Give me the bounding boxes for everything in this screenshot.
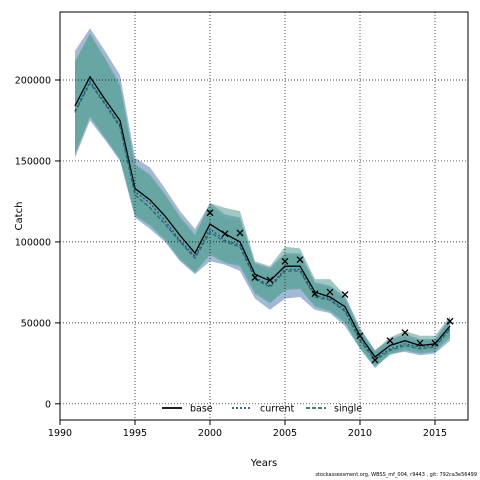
- observed-marker-2010: [356, 332, 364, 340]
- legend-label-single: single: [334, 404, 362, 415]
- x-tick-label-1995: 1995: [123, 428, 147, 439]
- observed-marker-2011: [371, 356, 379, 364]
- observed-marker-2005: [281, 257, 289, 265]
- observed-marker-2014: [416, 339, 424, 347]
- grid-lines: [59, 12, 468, 420]
- observed-markers: [206, 209, 454, 364]
- axis-ticks: 1990 1995 2000 2005 2010 2015 0 50000 100000 1500…: [15, 76, 447, 440]
- observed-marker-2015: [431, 339, 439, 347]
- x-tick-label-2000: 2000: [198, 428, 222, 439]
- y-tick-label-100000: 100000: [15, 237, 51, 248]
- observed-marker-2016: [446, 317, 454, 325]
- y-axis-title: Catch: [14, 202, 25, 231]
- observed-marker-2013: [401, 329, 409, 337]
- observed-marker-2007: [311, 290, 319, 298]
- x-tick-label-1990: 1990: [48, 428, 72, 439]
- line-base: [74, 75, 451, 358]
- legend-label-base: base: [190, 404, 213, 415]
- observed-marker-2008: [326, 288, 334, 296]
- line-current: [74, 80, 451, 360]
- plot-frame: [59, 11, 469, 421]
- x-tick-label-2015: 2015: [423, 428, 447, 439]
- y-tick-label-0: 0: [45, 399, 51, 410]
- observed-marker-2000: [206, 209, 214, 217]
- observed-marker-2003: [251, 274, 259, 281]
- confidence-bands: [75, 28, 450, 369]
- line-single: [74, 81, 451, 361]
- observed-marker-2001: [221, 230, 229, 238]
- observed-marker-2004: [266, 276, 274, 284]
- y-tick-label-200000: 200000: [15, 76, 51, 87]
- observed-marker-2009: [341, 291, 349, 298]
- series-lines: [74, 75, 451, 361]
- legend: base current single: [162, 404, 362, 415]
- x-tick-label-2005: 2005: [273, 428, 297, 439]
- x-tick-label-2010: 2010: [348, 428, 372, 439]
- observed-marker-2002: [236, 229, 244, 237]
- y-tick-label-150000: 150000: [15, 156, 51, 167]
- x-axis-title: Years: [250, 458, 277, 469]
- observed-marker-2006: [296, 256, 304, 264]
- legend-label-current: current: [260, 404, 295, 415]
- observed-marker-2012: [386, 337, 394, 345]
- band-single: [75, 33, 450, 367]
- y-tick-label-50000: 50000: [21, 318, 51, 329]
- footer-caption: stockassessment.org, WBSS_mf_004, r9443 …: [315, 472, 477, 478]
